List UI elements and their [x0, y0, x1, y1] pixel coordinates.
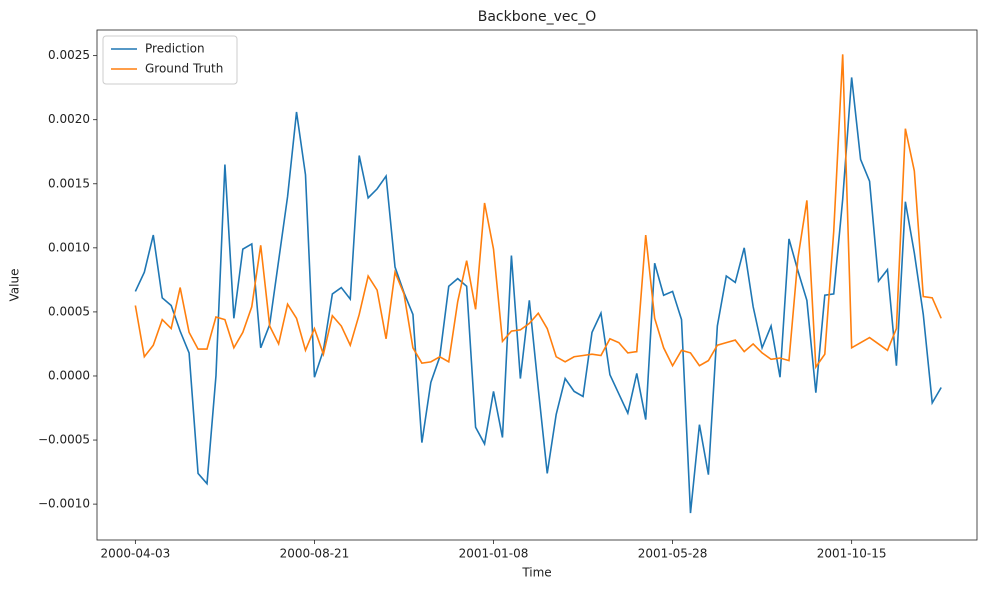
- x-tick-label: 2000-04-03: [100, 547, 170, 561]
- chart-title: Backbone_vec_O: [478, 9, 597, 25]
- y-tick-label: 0.0025: [48, 48, 90, 62]
- x-tick-label: 2001-10-15: [817, 547, 887, 561]
- legend-label: Ground Truth: [145, 62, 223, 76]
- x-tick-label: 2001-05-28: [638, 547, 708, 561]
- x-tick-label: 2000-08-21: [280, 547, 350, 561]
- legend-box: [102, 35, 238, 85]
- legend-label: Prediction: [145, 42, 205, 56]
- y-tick-label: 0.0000: [48, 368, 90, 382]
- y-tick-label: 0.0020: [48, 112, 90, 126]
- data-line: [134, 77, 942, 514]
- y-tick-label: 0.0005: [48, 304, 90, 318]
- y-tick-label: −0.0005: [38, 433, 90, 447]
- y-tick-label: 0.0015: [48, 176, 90, 190]
- x-axis-label: Time: [521, 566, 551, 580]
- y-axis-label: Value: [8, 269, 22, 302]
- plot-frame: [96, 29, 978, 541]
- y-tick-label: 0.0010: [48, 240, 90, 254]
- x-tick-label: 2001-01-08: [459, 547, 529, 561]
- data-line: [134, 54, 942, 370]
- y-tick-label: −0.0010: [38, 497, 90, 511]
